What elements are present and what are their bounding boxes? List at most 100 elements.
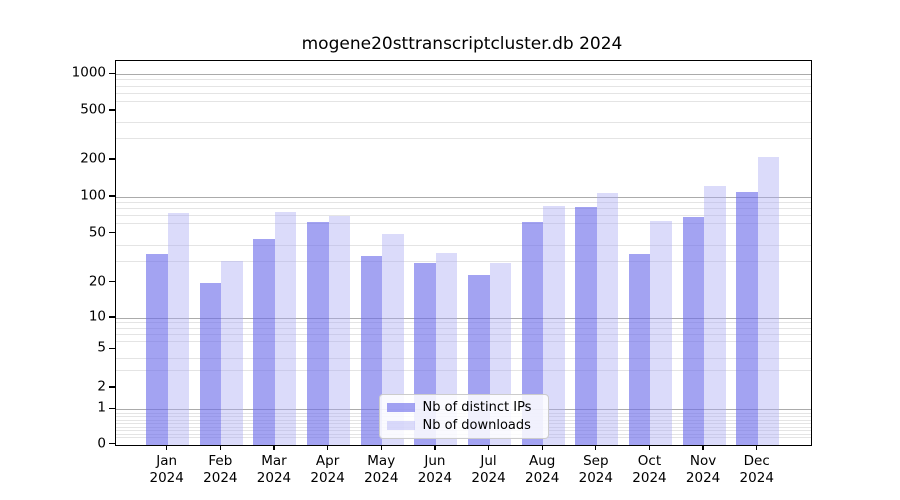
y-tick-label: 50 xyxy=(88,224,106,241)
y-tick xyxy=(109,158,115,160)
x-tick xyxy=(541,444,543,451)
minor-gridline xyxy=(115,245,811,247)
y-tick-label: 2 xyxy=(97,378,106,395)
y-tick-label: 100 xyxy=(80,187,106,204)
x-tick-month: Nov xyxy=(689,452,717,469)
legend-swatch xyxy=(386,420,415,431)
y-tick xyxy=(109,195,115,197)
y-tick-label: 1000 xyxy=(71,65,106,82)
x-tick-month: Mar xyxy=(261,452,287,469)
major-gridline xyxy=(115,73,811,75)
y-tick xyxy=(109,407,115,410)
bar-nb-of-distinct-ips-oct xyxy=(628,254,651,445)
y-tick-label: 500 xyxy=(80,101,106,118)
y-tick-label: 1 xyxy=(97,400,106,417)
minor-gridline xyxy=(115,208,811,210)
x-tick-label: Oct 2024 xyxy=(632,453,666,488)
x-tick-month: Feb xyxy=(208,452,233,469)
minor-gridline xyxy=(115,340,811,342)
bar-nb-of-distinct-ips-mar xyxy=(253,239,275,445)
x-tick-month: Aug xyxy=(528,452,556,469)
y-tick xyxy=(109,386,115,388)
minor-gridline xyxy=(115,215,811,217)
x-tick-label: Aug 2024 xyxy=(525,453,559,488)
x-tick-label: Jan 2024 xyxy=(150,453,184,488)
bar-nb-of-distinct-ips-aug xyxy=(521,222,544,445)
chart-title: mogene20sttranscriptcluster.db 2024 xyxy=(301,34,623,54)
bar-nb-of-downloads-jan xyxy=(167,212,190,445)
y-tick-label: 5 xyxy=(97,340,106,357)
x-tick xyxy=(273,444,275,451)
y-tick xyxy=(109,281,115,283)
bar-nb-of-downloads-feb xyxy=(221,261,243,445)
minor-gridline xyxy=(115,370,811,372)
x-tick xyxy=(166,444,168,451)
x-tick xyxy=(648,444,651,451)
x-tick xyxy=(595,444,597,451)
bar-nb-of-downloads-dec xyxy=(757,157,780,445)
x-tick-label: Dec 2024 xyxy=(740,453,774,488)
bar-nb-of-downloads-aug xyxy=(543,205,565,445)
bar-nb-of-downloads-mar xyxy=(274,211,297,445)
minor-gridline xyxy=(115,79,811,81)
x-tick-year: 2024 xyxy=(256,470,292,486)
x-tick-label: Apr 2024 xyxy=(310,453,344,488)
x-tick-year: 2024 xyxy=(417,470,453,486)
y-tick xyxy=(109,442,115,445)
legend-row: Nb of downloads xyxy=(386,418,548,433)
minor-gridline xyxy=(115,322,811,324)
x-tick-label: May 2024 xyxy=(364,453,398,488)
x-tick-month: Apr xyxy=(315,452,340,469)
x-tick xyxy=(487,444,490,451)
minor-gridline xyxy=(115,92,811,94)
x-tick-year: 2024 xyxy=(524,470,560,486)
x-tick-year: 2024 xyxy=(203,470,238,486)
legend-label: Nb of downloads xyxy=(422,418,531,433)
minor-gridline xyxy=(115,260,811,262)
minor-gridline xyxy=(115,85,811,87)
plot-area: Nb of distinct IPs Nb of downloads xyxy=(114,60,812,446)
x-tick xyxy=(219,444,221,451)
x-tick-month: Jul xyxy=(480,452,497,469)
minor-gridline xyxy=(115,100,811,102)
x-tick-label: Jun 2024 xyxy=(418,453,452,488)
legend-row: Nb of distinct IPs xyxy=(386,400,548,415)
minor-gridline xyxy=(115,137,811,139)
bar-nb-of-downloads-apr xyxy=(328,215,351,445)
minor-gridline xyxy=(115,223,811,225)
minor-gridline xyxy=(115,122,811,124)
y-tick xyxy=(109,316,115,318)
x-tick-year: 2024 xyxy=(685,470,721,486)
x-tick xyxy=(326,444,329,451)
bar-nb-of-distinct-ips-jan xyxy=(146,254,168,445)
bar-nb-of-distinct-ips-apr xyxy=(307,222,329,445)
x-tick xyxy=(756,444,758,451)
bar-nb-of-downloads-nov xyxy=(704,186,726,445)
y-tick xyxy=(109,72,115,74)
bar-nb-of-distinct-ips-nov xyxy=(682,217,705,445)
x-tick-year: 2024 xyxy=(149,470,184,486)
bar-nb-of-distinct-ips-feb xyxy=(199,282,222,445)
legend-swatch xyxy=(386,402,415,413)
legend: Nb of distinct IPs Nb of downloads xyxy=(378,394,549,439)
minor-gridline xyxy=(115,327,811,329)
x-tick-month: Jan xyxy=(156,452,178,469)
bar-nb-of-downloads-may xyxy=(382,233,404,445)
x-tick-label: Nov 2024 xyxy=(686,453,720,488)
x-tick-label: Jul 2024 xyxy=(471,453,505,488)
bar-nb-of-distinct-ips-sep xyxy=(575,206,597,445)
x-tick-year: 2024 xyxy=(578,470,613,486)
x-tick xyxy=(380,444,382,451)
major-gridline xyxy=(115,317,811,319)
x-tick-month: Jun xyxy=(424,452,446,469)
bar-nb-of-distinct-ips-may xyxy=(360,255,383,445)
x-tick-label: Sep 2024 xyxy=(579,453,613,488)
major-gridline xyxy=(115,196,811,198)
x-tick-month: Dec xyxy=(743,452,770,469)
x-tick-month: Sep xyxy=(583,452,609,469)
x-tick-year: 2024 xyxy=(632,470,667,486)
x-tick xyxy=(702,444,704,451)
x-tick-year: 2024 xyxy=(310,470,345,486)
x-tick-label: Feb 2024 xyxy=(203,453,237,488)
